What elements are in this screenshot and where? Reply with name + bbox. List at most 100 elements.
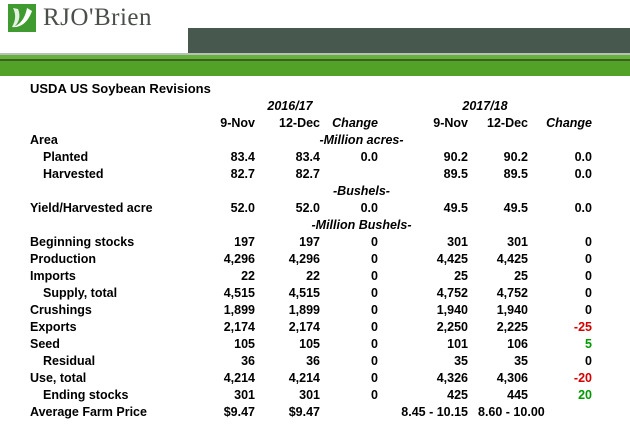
cell-9nov-1617: $9.47 <box>223 405 255 419</box>
row-label: Seed <box>30 337 60 351</box>
row-label: Planted <box>43 150 89 164</box>
unit-row: Area -Million acres- <box>30 132 592 149</box>
cell-12dec-1617: 4,214 <box>288 371 320 385</box>
cell-change-1718: 0 <box>585 252 592 266</box>
cell-9nov-1617: 4,296 <box>223 252 255 266</box>
row-label: Crushings <box>30 303 92 317</box>
cell-9nov-1617: 301 <box>234 388 255 402</box>
cell-change-1718: 0.0 <box>574 167 592 181</box>
table-body: Area -Million acres- Planted 83.4 83.4 0.0 90.… <box>30 132 592 421</box>
row-label: Ending stocks <box>43 388 129 402</box>
cell-12dec-1718: 35 <box>514 354 528 368</box>
cell-change-1718: 0.0 <box>574 150 592 164</box>
cell-change-1617: 0 <box>371 388 378 402</box>
cell-12dec-1617: 82.7 <box>295 167 320 181</box>
cell-change-1718: 0 <box>585 303 592 317</box>
table-row: Beginning stocks 197 197 0 301 301 0 <box>30 234 592 251</box>
table-row: Supply, total 4,515 4,515 0 4,752 4,752 0 <box>30 285 592 302</box>
cell-9nov-1617: 4,515 <box>223 286 255 300</box>
cell-change-1617 <box>320 404 378 421</box>
cell-9nov-1718: 4,425 <box>436 252 468 266</box>
empty-cell <box>528 217 592 234</box>
cell-12dec-1617: 4,515 <box>288 286 320 300</box>
cell-9nov-1718: 425 <box>447 388 468 402</box>
col-header-12dec-1718: 12-Dec <box>487 116 528 130</box>
cell-12dec-1718: 4,425 <box>496 252 528 266</box>
spacer-cell <box>30 115 202 132</box>
cell-9nov-1617: 36 <box>241 354 255 368</box>
empty-cell <box>528 183 592 200</box>
cell-9nov-1617: 22 <box>241 269 255 283</box>
cell-12dec-1617: 36 <box>306 354 320 368</box>
report-body: USDA US Soybean Revisions 2016/17 2017/1… <box>0 80 630 421</box>
cell-change-1617: 0 <box>371 337 378 351</box>
empty-cell <box>468 217 528 234</box>
table-row: Planted 83.4 83.4 0.0 90.2 90.2 0.0 <box>30 149 592 166</box>
empty-cell <box>202 183 255 200</box>
banner-green-highlight <box>0 55 630 59</box>
table-row: Harvested 82.7 82.7 89.5 89.5 0.0 <box>30 166 592 183</box>
marketing-year-header-row: 2016/17 2017/18 <box>30 98 592 115</box>
cell-9nov-1617: 82.7 <box>230 167 255 181</box>
cell-change-1617: 0 <box>371 235 378 249</box>
brand-logo: RJO'Brien <box>8 4 152 32</box>
cell-9nov-1718: 2,250 <box>436 320 468 334</box>
cell-change-1718: 20 <box>578 388 592 402</box>
cell-change-1617: 0 <box>371 269 378 283</box>
cell-12dec-1617: 301 <box>299 388 320 402</box>
col-header-9nov-1617: 9-Nov <box>220 116 255 130</box>
cell-9nov-1718: 35 <box>454 354 468 368</box>
cell-12dec-1617: 4,296 <box>288 252 320 266</box>
cell-12dec-1718: 4,306 <box>496 371 528 385</box>
col-header-change-1718: Change <box>546 116 592 130</box>
cell-12dec-1718: 49.5 <box>503 201 528 215</box>
cell-12dec-1617: 105 <box>299 337 320 351</box>
brand-name: RJO'Brien <box>43 4 153 31</box>
row-label: Yield/Harvested acre <box>30 201 153 215</box>
cell-change-1617: 0.0 <box>360 201 378 215</box>
col-header-12dec-1617: 12-Dec <box>279 116 320 130</box>
cell-change-1718: 0 <box>585 354 592 368</box>
cell-12dec-1617: 83.4 <box>295 150 320 164</box>
cell-change-1718: 0 <box>585 269 592 283</box>
cell-change-1718: -20 <box>573 371 592 385</box>
table-row: Imports 22 22 0 25 25 0 <box>30 268 592 285</box>
cell-12dec-1718: 4,752 <box>496 286 528 300</box>
cell-9nov-1617: 52.0 <box>230 201 255 215</box>
cell-change-1718: -25 <box>573 320 592 334</box>
cell-9nov-1718: 25 <box>454 269 468 283</box>
cell-change-1718: 5 <box>585 337 592 351</box>
unit-label: -Million acres- <box>319 133 404 147</box>
cell-change-1617: 0 <box>371 371 378 385</box>
cell-change-1718: 0.0 <box>574 201 592 215</box>
cell-9nov-1617: 197 <box>234 235 255 249</box>
cell-9nov-1718: 301 <box>447 235 468 249</box>
row-label: Exports <box>30 320 77 334</box>
cell-change-1718: 0 <box>585 235 592 249</box>
cell-9nov-1718: 4,326 <box>436 371 468 385</box>
cell-9nov-1718: 8.45 - 10.15 <box>401 405 468 419</box>
cell-12dec-1617: 197 <box>299 235 320 249</box>
group-header-2016-17: 2016/17 <box>267 99 313 113</box>
report-title: USDA US Soybean Revisions <box>30 81 211 96</box>
row-label: Use, total <box>30 371 87 385</box>
col-header-9nov-1718: 9-Nov <box>433 116 468 130</box>
cell-change-1718: 0 <box>585 286 592 300</box>
col-header-change-1617: Change <box>332 116 378 130</box>
banner-divider-line <box>0 53 630 55</box>
table-row: Crushings 1,899 1,899 0 1,940 1,940 0 <box>30 302 592 319</box>
row-label <box>30 183 202 200</box>
cell-9nov-1617: 83.4 <box>230 150 255 164</box>
banner-green-band <box>0 55 630 76</box>
empty-cell <box>202 132 255 149</box>
cell-12dec-1718: 301 <box>507 235 528 249</box>
cell-9nov-1718: 101 <box>447 337 468 351</box>
spacer-cell <box>30 98 202 115</box>
row-label: Harvested <box>43 167 104 181</box>
unit-row: -Million Bushels- <box>30 217 592 234</box>
cell-change-1617: 0 <box>371 286 378 300</box>
table-row: Exports 2,174 2,174 0 2,250 2,225 -25 <box>30 319 592 336</box>
table-row: Use, total 4,214 4,214 0 4,326 4,306 -20 <box>30 370 592 387</box>
unit-label: -Bushels- <box>333 184 390 198</box>
